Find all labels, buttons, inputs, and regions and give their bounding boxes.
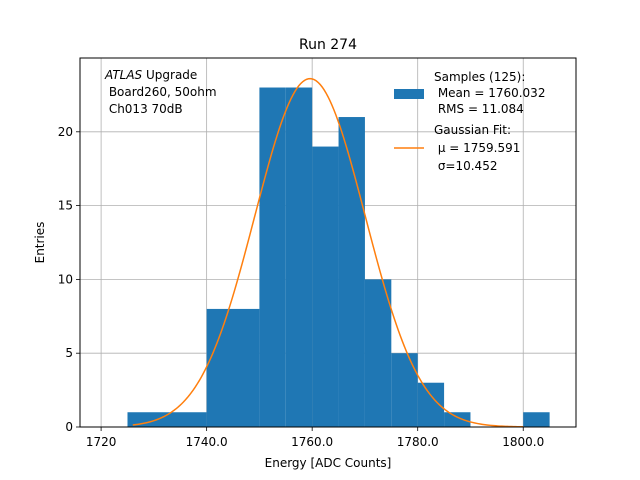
legend: Samples (125): Mean = 1760.032 RMS = 11.…	[394, 70, 545, 173]
histogram-bar	[312, 146, 339, 427]
histogram-bars	[127, 87, 550, 428]
y-axis-ticks: 0 5 10 15 20	[58, 125, 80, 434]
histogram-bar	[364, 279, 392, 427]
fit-curve-line	[132, 77, 524, 428]
legend-samples-line-2: Mean = 1760.032	[434, 86, 545, 100]
y-axis-label: Entries	[33, 222, 47, 264]
y-tick-label: 10	[58, 272, 73, 286]
gaussian-fit-curve	[132, 77, 524, 428]
histogram-bar	[285, 87, 313, 428]
x-tick-label: 1720	[86, 435, 117, 449]
histogram-bar	[444, 412, 471, 427]
x-tick-label: 1780.0	[397, 435, 439, 449]
atlas-label: ATLAS	[104, 68, 143, 82]
histogram-bar	[259, 87, 286, 428]
y-tick-label: 20	[58, 125, 73, 139]
x-tick-label: 1760.0	[291, 435, 333, 449]
x-axis-ticks: 1720 1740.0 1760.0 1780.0 1800.0	[86, 427, 544, 449]
histogram-bar	[127, 412, 207, 427]
legend-fit-line-1: Gaussian Fit:	[434, 123, 511, 137]
y-tick-label: 0	[65, 420, 73, 434]
histogram-bar	[206, 308, 260, 427]
y-tick-label: 15	[58, 199, 73, 213]
histogram-bar	[391, 353, 418, 427]
x-tick-label: 1800.0	[502, 435, 544, 449]
histogram-bar	[523, 412, 550, 427]
annotation-line-1: Upgrade	[142, 68, 197, 82]
experiment-annotation: ATLAS Upgrade Board260, 50ohm Ch013 70dB	[104, 68, 217, 116]
plot-frame	[79, 57, 577, 428]
legend-samples-line-1: Samples (125):	[434, 70, 525, 84]
legend-samples-line-3: RMS = 11.084	[434, 102, 524, 116]
legend-fit-line-2: μ = 1759.591	[434, 141, 520, 155]
svg-text:ATLAS Upgrade: ATLAS Upgrade	[104, 68, 197, 82]
x-axis-label: Energy [ADC Counts]	[265, 456, 392, 470]
annotation-line-2: Board260, 50ohm	[105, 85, 217, 99]
chart-title: Run 274	[299, 37, 357, 53]
y-tick-label: 5	[65, 346, 73, 360]
x-tick-label: 1740.0	[186, 435, 228, 449]
annotation-line-3: Ch013 70dB	[105, 102, 183, 116]
legend-samples-swatch	[394, 89, 424, 99]
histogram-bar	[338, 117, 365, 427]
legend-fit-line-3: σ=10.452	[434, 159, 497, 173]
